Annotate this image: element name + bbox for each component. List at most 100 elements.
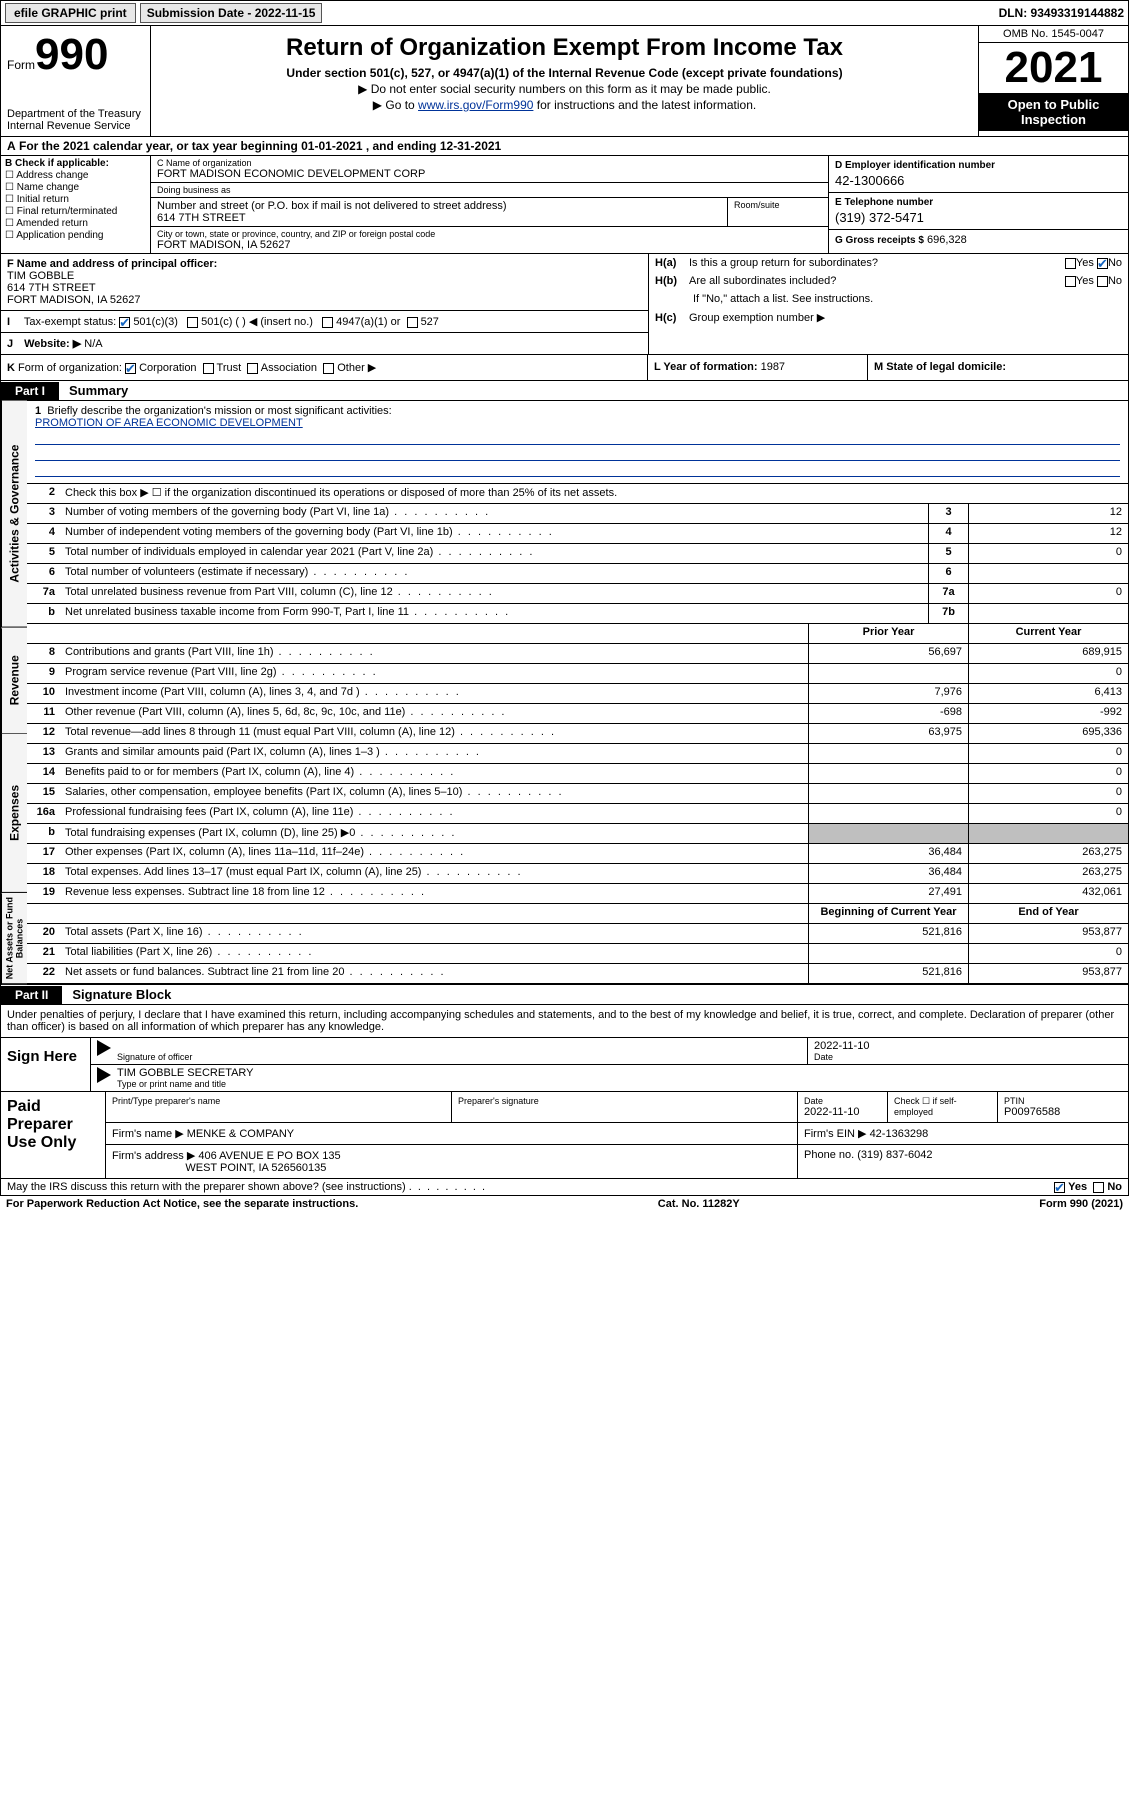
discuss-yes[interactable] bbox=[1054, 1182, 1065, 1193]
cb-name-change[interactable]: ☐ Name change bbox=[5, 182, 146, 193]
firm-phone-label: Phone no. bbox=[804, 1149, 854, 1161]
street-label: Number and street (or P.O. box if mail i… bbox=[157, 200, 721, 212]
cb-4947[interactable] bbox=[322, 317, 333, 328]
part2-title: Signature Block bbox=[62, 985, 181, 1004]
summary-row: 8Contributions and grants (Part VIII, li… bbox=[27, 644, 1128, 664]
irs-label: Internal Revenue Service bbox=[7, 120, 144, 132]
g-gross-label: G Gross receipts $ bbox=[835, 235, 924, 246]
d-ein-value: 42-1300666 bbox=[835, 173, 1122, 188]
signature-block: Under penalties of perjury, I declare th… bbox=[0, 1005, 1129, 1092]
dept-treasury: Department of the Treasury bbox=[7, 108, 144, 120]
summary-row: 19Revenue less expenses. Subtract line 1… bbox=[27, 884, 1128, 904]
colhdr-prior-current: Prior Year Current Year bbox=[27, 624, 1128, 644]
paid-preparer-block: Paid Preparer Use Only Print/Type prepar… bbox=[0, 1092, 1129, 1179]
cb-application-pending[interactable]: ☐ Application pending bbox=[5, 230, 146, 241]
firm-name-label: Firm's name ▶ bbox=[112, 1128, 184, 1140]
firm-addr1: 406 AVENUE E PO BOX 135 bbox=[198, 1150, 340, 1162]
firm-addr-label: Firm's address ▶ bbox=[112, 1150, 195, 1162]
k-l-m-row: K Form of organization: Corporation Trus… bbox=[0, 355, 1129, 381]
part2-header: Part II Signature Block bbox=[0, 985, 1129, 1005]
summary-row: 12Total revenue—add lines 8 through 11 (… bbox=[27, 724, 1128, 744]
col-b-checkboxes: B Check if applicable: ☐ Address change … bbox=[1, 156, 151, 253]
header-bar: efile GRAPHIC print Submission Date - 20… bbox=[0, 0, 1129, 26]
goto-post: for instructions and the latest informat… bbox=[533, 98, 756, 112]
ha-yes[interactable] bbox=[1065, 258, 1076, 269]
tab-expenses: Expenses bbox=[1, 734, 27, 893]
a-tag: A bbox=[7, 139, 16, 153]
cb-association[interactable] bbox=[247, 363, 258, 374]
h-b-note: If "No," attach a list. See instructions… bbox=[649, 290, 1128, 308]
summary-row: 17Other expenses (Part IX, column (A), l… bbox=[27, 844, 1128, 864]
summary-row: 21Total liabilities (Part X, line 26)0 bbox=[27, 944, 1128, 964]
j-website: J Website: ▶ N/A bbox=[1, 333, 648, 354]
ptin-value: P00976588 bbox=[1004, 1106, 1060, 1118]
ha-no[interactable] bbox=[1097, 258, 1108, 269]
d-ein-label: D Employer identification number bbox=[835, 160, 1122, 171]
j-tag: J bbox=[7, 338, 21, 350]
dln: DLN: 93493319144882 bbox=[999, 6, 1124, 20]
ssn-warning: Do not enter social security numbers on … bbox=[159, 82, 970, 96]
hb-no[interactable] bbox=[1097, 276, 1108, 287]
summary-row: 10Investment income (Part VIII, column (… bbox=[27, 684, 1128, 704]
fijk-h-block: F Name and address of principal officer:… bbox=[0, 254, 1129, 355]
f-label: F Name and address of principal officer: bbox=[7, 258, 217, 270]
summary-row: 20Total assets (Part X, line 16)521,8169… bbox=[27, 924, 1128, 944]
cb-final-return[interactable]: ☐ Final return/terminated bbox=[5, 206, 146, 217]
tab-revenue: Revenue bbox=[1, 628, 27, 734]
sig-date: 2022-11-10 bbox=[814, 1040, 1122, 1052]
j-label: Website: ▶ bbox=[24, 338, 81, 350]
prep-selfemp[interactable]: Check ☐ if self-employed bbox=[888, 1092, 998, 1122]
cb-527[interactable] bbox=[407, 317, 418, 328]
officer-name: TIM GOBBLE bbox=[7, 270, 74, 282]
prep-date-label: Date bbox=[804, 1096, 881, 1106]
part1-tag: Part I bbox=[1, 382, 59, 400]
summary-row: 13Grants and similar amounts paid (Part … bbox=[27, 744, 1128, 764]
i-label: Tax-exempt status: bbox=[24, 316, 116, 328]
form990-link[interactable]: www.irs.gov/Form990 bbox=[418, 98, 533, 112]
perjury-declaration: Under penalties of perjury, I declare th… bbox=[1, 1005, 1128, 1038]
open-to-public: Open to Public Inspection bbox=[979, 93, 1128, 131]
street-value: 614 7TH STREET bbox=[157, 212, 721, 224]
ptin-label: PTIN bbox=[1004, 1096, 1122, 1106]
efile-print-button[interactable]: efile GRAPHIC print bbox=[5, 3, 136, 23]
identity-block: B Check if applicable: ☐ Address change … bbox=[0, 155, 1129, 254]
part1-body: Activities & Governance Revenue Expenses… bbox=[0, 401, 1129, 985]
hb-yes[interactable] bbox=[1065, 276, 1076, 287]
cb-initial-return[interactable]: ☐ Initial return bbox=[5, 194, 146, 205]
discuss-row: May the IRS discuss this return with the… bbox=[0, 1179, 1129, 1196]
footer: For Paperwork Reduction Act Notice, see … bbox=[0, 1196, 1129, 1212]
q1-label: Briefly describe the organization's miss… bbox=[47, 405, 391, 417]
a-text: For the 2021 calendar year, or tax year … bbox=[19, 139, 501, 153]
g-gross-value: 696,328 bbox=[927, 234, 967, 246]
hdr-end: End of Year bbox=[968, 904, 1128, 923]
city-value: FORT MADISON, IA 52627 bbox=[157, 239, 822, 251]
name-title-label: Type or print name and title bbox=[117, 1079, 1122, 1089]
prep-name-label: Print/Type preparer's name bbox=[112, 1096, 445, 1106]
officer-city: FORT MADISON, IA 52627 bbox=[7, 294, 140, 306]
officer-street: 614 7TH STREET bbox=[7, 282, 96, 294]
form-title: Return of Organization Exempt From Incom… bbox=[159, 34, 970, 62]
hdr-prior-year: Prior Year bbox=[808, 624, 968, 643]
paperwork-notice: For Paperwork Reduction Act Notice, see … bbox=[6, 1198, 358, 1210]
summary-row: 7aTotal unrelated business revenue from … bbox=[27, 584, 1128, 604]
cb-other[interactable] bbox=[323, 363, 334, 374]
cb-501c3[interactable] bbox=[119, 317, 130, 328]
submission-date: Submission Date - 2022-11-15 bbox=[140, 3, 323, 23]
sig-date-label: Date bbox=[814, 1052, 1122, 1062]
firm-name: MENKE & COMPANY bbox=[187, 1128, 294, 1140]
f-officer: F Name and address of principal officer:… bbox=[1, 254, 648, 311]
cb-corporation[interactable] bbox=[125, 363, 136, 374]
summary-row: 4Number of independent voting members of… bbox=[27, 524, 1128, 544]
cb-address-change[interactable]: ☐ Address change bbox=[5, 170, 146, 181]
discuss-no[interactable] bbox=[1093, 1182, 1104, 1193]
col-right-deg: D Employer identification number 42-1300… bbox=[828, 156, 1128, 253]
e-phone-label: E Telephone number bbox=[835, 197, 1122, 208]
cb-amended-return[interactable]: ☐ Amended return bbox=[5, 218, 146, 229]
firm-ein: 42-1363298 bbox=[870, 1128, 929, 1140]
mission-text: PROMOTION OF AREA ECONOMIC DEVELOPMENT bbox=[35, 417, 303, 429]
cb-trust[interactable] bbox=[203, 363, 214, 374]
firm-phone: (319) 837-6042 bbox=[857, 1149, 932, 1161]
cb-501c[interactable] bbox=[187, 317, 198, 328]
i-tag: I bbox=[7, 316, 21, 328]
summary-row: 18Total expenses. Add lines 13–17 (must … bbox=[27, 864, 1128, 884]
